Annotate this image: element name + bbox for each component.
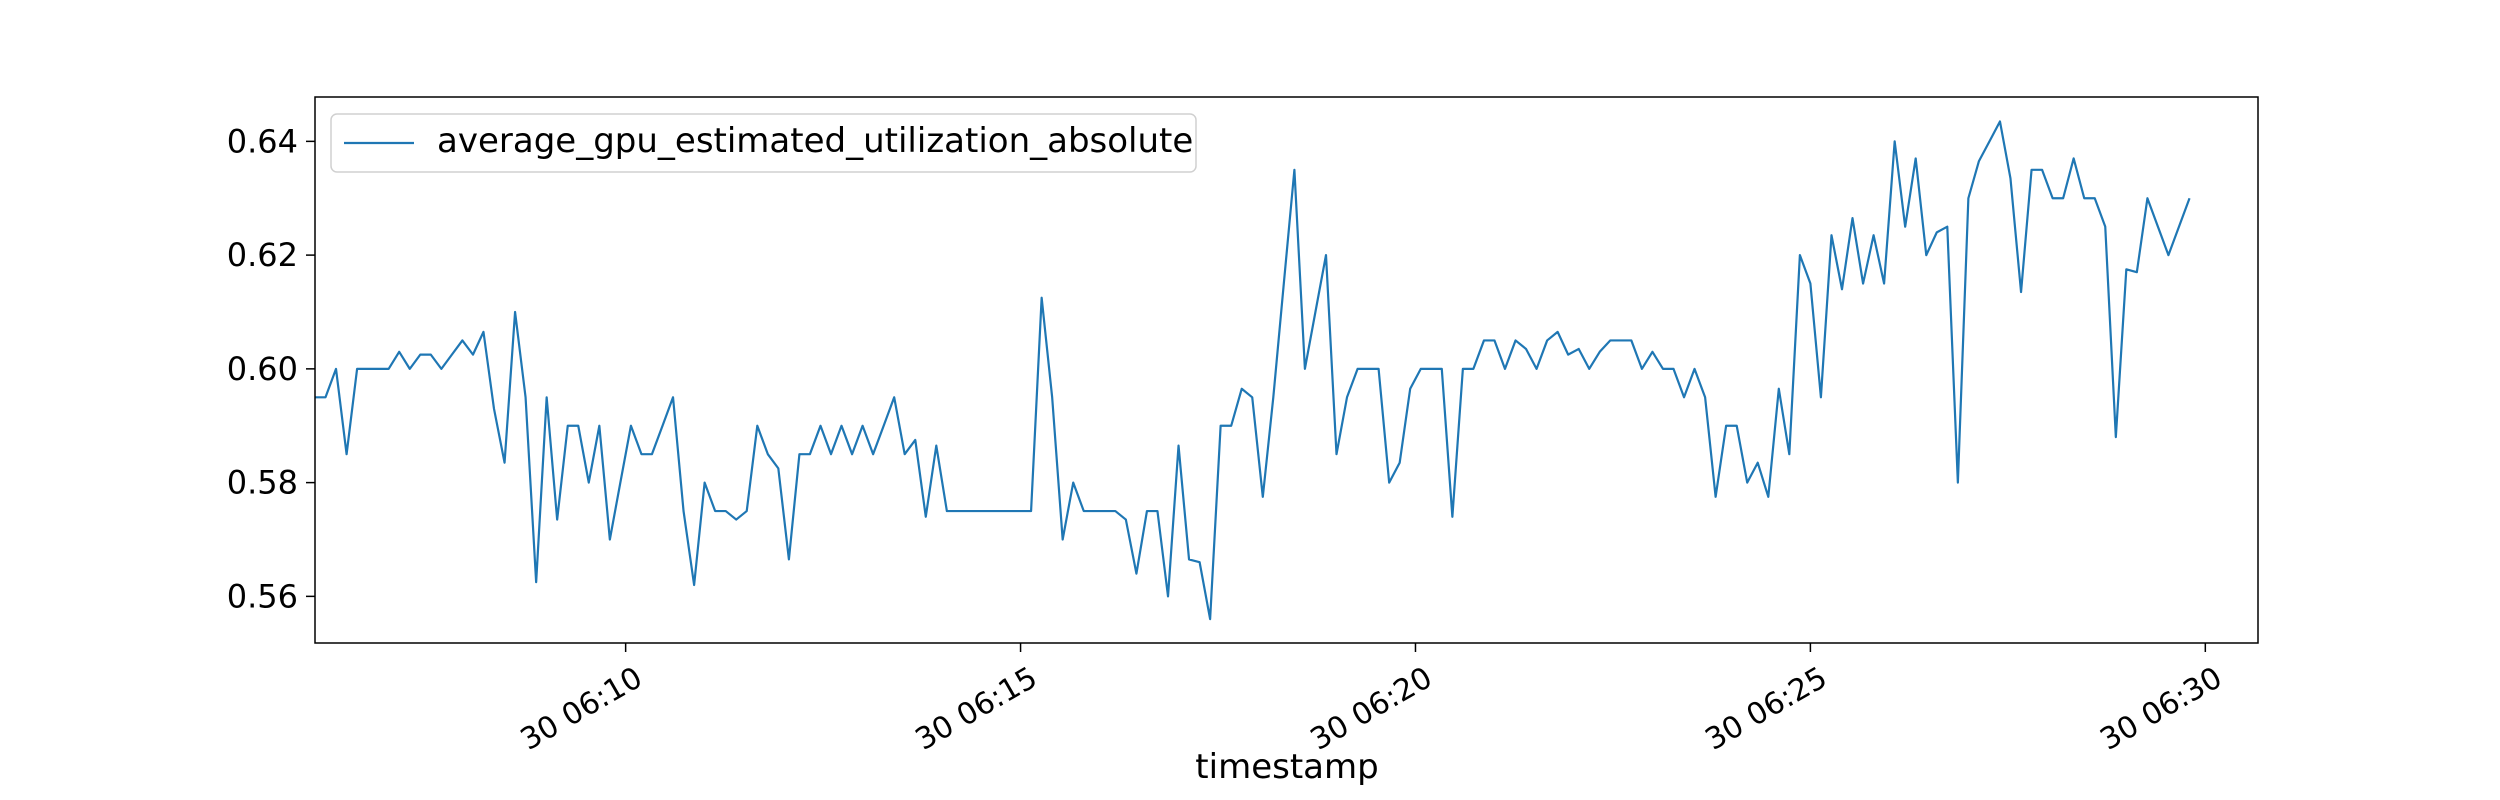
plot-area — [314, 96, 2259, 644]
y-tick-label-4: 0.64 — [227, 122, 298, 160]
series-line-0 — [315, 120, 2191, 621]
x-axis-label: timestamp — [1195, 747, 1378, 787]
y-tick-label-3: 0.62 — [227, 236, 298, 274]
y-tick-label-0: 0.56 — [227, 577, 298, 615]
y-tick-label-1: 0.58 — [227, 464, 298, 502]
y-axis: 0.56 0.58 0.60 0.62 0.64 — [227, 122, 315, 615]
y-tick-label-2: 0.60 — [227, 350, 298, 388]
legend-series-label: average_gpu_estimated_utilization_absolu… — [437, 121, 1193, 161]
plot-frame — [314, 96, 2259, 644]
legend: average_gpu_estimated_utilization_absolu… — [330, 113, 1197, 173]
legend-box — [330, 113, 1197, 173]
